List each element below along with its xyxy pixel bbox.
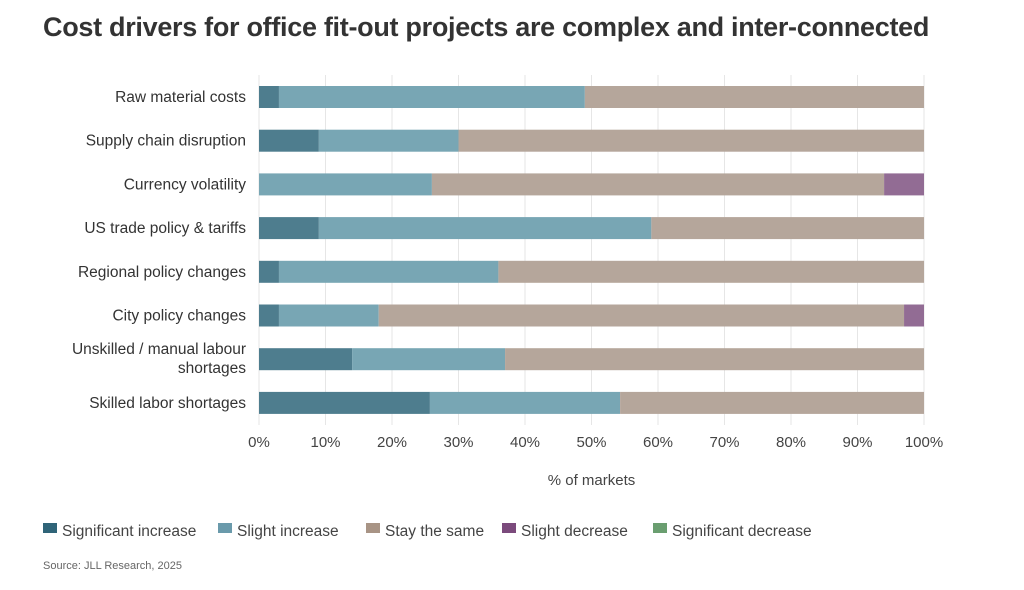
category-label: Currency volatility [124, 176, 247, 193]
x-tick-label: 20% [377, 434, 407, 451]
bar-segment [458, 129, 924, 152]
x-tick-label: 70% [709, 434, 739, 451]
legend-swatch [366, 523, 380, 533]
x-tick-label: 0% [248, 434, 270, 451]
x-tick-label: 30% [443, 434, 473, 451]
bar-segment [429, 391, 621, 414]
bar-segment [584, 86, 924, 108]
x-tick-label: 80% [776, 434, 806, 451]
bar-segment [259, 260, 279, 283]
source-note: Source: JLL Research, 2025 [43, 560, 183, 572]
x-tick-label: 100% [905, 434, 943, 451]
bar-segment [278, 260, 499, 283]
category-label: Raw material costs [115, 89, 246, 106]
bar-segment [278, 86, 585, 108]
chart-title: Cost drivers for office fit-out projects… [43, 12, 930, 42]
bar-segment [259, 129, 319, 152]
legend-label: Stay the same [385, 523, 484, 540]
bar-segment [259, 348, 353, 371]
x-tick-label: 90% [842, 434, 872, 451]
bar-segment [259, 86, 279, 108]
category-label: Supply chain disruption [86, 133, 246, 150]
bar-segment [431, 173, 885, 196]
x-tick-label: 40% [510, 434, 540, 451]
x-tick-label: 60% [643, 434, 673, 451]
bar-segment [278, 304, 379, 327]
x-axis-label: % of markets [548, 472, 636, 489]
bar-segment [352, 348, 506, 371]
bar-segment [259, 391, 430, 414]
legend-swatch [653, 523, 667, 533]
category-label: Regional policy changes [78, 264, 246, 281]
bar-segment [259, 173, 432, 196]
legend-label: Slight increase [237, 523, 339, 540]
category-label: City policy changes [112, 308, 246, 325]
bar-segment [884, 173, 924, 196]
bar-segment [259, 304, 279, 327]
bar-segment [651, 217, 924, 240]
category-label-cont: shortages [178, 360, 246, 377]
category-label: Skilled labor shortages [89, 395, 246, 412]
legend-label: Slight decrease [521, 523, 628, 540]
bar-segment [259, 217, 319, 240]
bar-segment [904, 304, 924, 327]
legend-label: Significant increase [62, 523, 196, 540]
bar-segment [318, 129, 459, 152]
bar-segment [498, 260, 924, 283]
category-label: Unskilled / manual labour [72, 341, 246, 358]
bar-segment [318, 217, 652, 240]
category-label: US trade policy & tariffs [84, 220, 246, 237]
legend-swatch [43, 523, 57, 533]
legend-label: Significant decrease [672, 523, 812, 540]
legend-swatch [218, 523, 232, 533]
legend-swatch [502, 523, 516, 533]
x-tick-label: 50% [576, 434, 606, 451]
bar-segment [620, 391, 924, 414]
bar-segment [505, 348, 924, 371]
bar-segment [378, 304, 905, 327]
x-tick-label: 10% [310, 434, 340, 451]
